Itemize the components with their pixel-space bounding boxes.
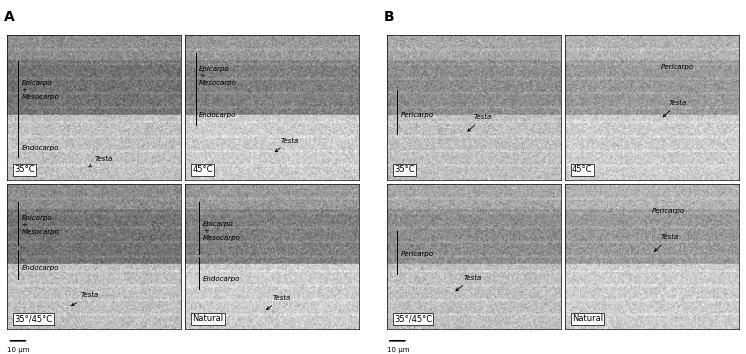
Text: 35°/45°C: 35°/45°C (14, 314, 52, 324)
Text: Natural: Natural (572, 314, 603, 324)
Text: Testa: Testa (89, 156, 113, 167)
Text: Epicarpo
+
Mesocarpo: Epicarpo + Mesocarpo (199, 66, 237, 86)
Text: Testa: Testa (468, 114, 492, 131)
Text: Natural: Natural (192, 314, 224, 324)
Text: Epicarpo
+
Mesocarpo: Epicarpo + Mesocarpo (22, 80, 59, 101)
Text: Pericarpo: Pericarpo (401, 251, 434, 257)
Text: A: A (4, 10, 15, 24)
Text: Pericarpo: Pericarpo (652, 207, 685, 213)
Text: 45°C: 45°C (192, 165, 213, 175)
Text: 10 μm: 10 μm (387, 347, 410, 353)
Text: Epicarpo
+
Mesocarpo: Epicarpo + Mesocarpo (22, 215, 59, 235)
Text: Testa: Testa (456, 275, 482, 291)
Text: Endocarpo: Endocarpo (203, 275, 240, 281)
Text: Testa: Testa (654, 234, 679, 251)
Text: Endocarpo: Endocarpo (22, 145, 59, 151)
Text: Testa: Testa (275, 137, 299, 152)
Text: 45°C: 45°C (572, 165, 592, 175)
Text: 35°/45°C: 35°/45°C (394, 314, 432, 324)
Text: B: B (383, 10, 394, 24)
Text: Pericarpo: Pericarpo (401, 112, 434, 118)
Text: Pericarpo: Pericarpo (660, 64, 694, 70)
Text: Endocarpo: Endocarpo (22, 266, 59, 272)
Text: 10 μm: 10 μm (7, 347, 30, 353)
Text: 35°C: 35°C (394, 165, 415, 175)
Text: Testa: Testa (72, 292, 98, 306)
Text: Endocarpo: Endocarpo (199, 112, 236, 118)
Text: Testa: Testa (266, 295, 290, 310)
Text: 35°C: 35°C (14, 165, 35, 175)
Text: Testa: Testa (663, 100, 687, 117)
Text: Epicarpo
+
Mesocarpo: Epicarpo + Mesocarpo (203, 221, 241, 241)
